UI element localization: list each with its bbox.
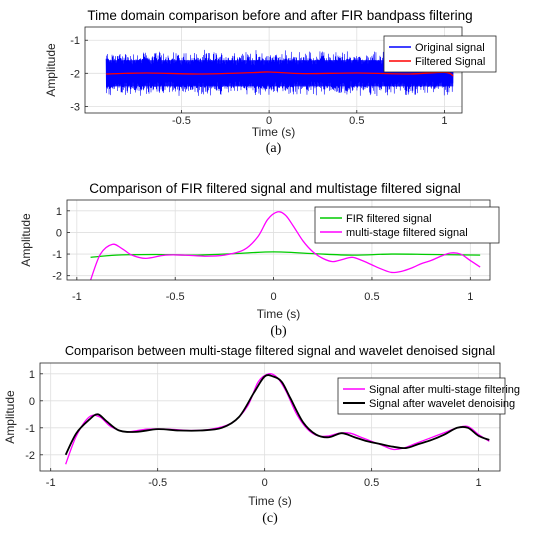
chart-panel-c: -1 -0.5 0 0.5 1 -2 -1 0 1 Comparison between mult… — [3, 343, 520, 526]
legend-box — [314, 206, 500, 244]
x-axis-label: Time (s) — [252, 125, 296, 139]
y-axis-label: Amplitude — [44, 43, 58, 97]
series-line-0 — [65, 373, 490, 465]
y-tick-label: -1 — [70, 35, 80, 47]
y-axis-label: Amplitude — [3, 390, 17, 444]
y-tick-label: -2 — [25, 450, 35, 462]
legend-entry: Filtered Signal — [415, 56, 485, 68]
legend-entry: FIR filtered signal — [346, 213, 432, 225]
x-tick-label: 0 — [271, 291, 277, 303]
series-group — [90, 211, 481, 280]
x-tick-label: -0.5 — [172, 115, 191, 127]
x-tick-label: -0.5 — [148, 477, 167, 489]
chart-title: Comparison of FIR filtered signal and mu… — [89, 181, 460, 196]
panel-caption: (b) — [270, 324, 287, 339]
y-tick-label: -1 — [25, 423, 35, 435]
x-tick-label: -1 — [72, 291, 82, 303]
series-line-1 — [90, 211, 481, 280]
series-line-0 — [90, 251, 481, 258]
legend-entry: Signal after wavelet denoising — [369, 398, 515, 410]
legend: Original signal Filtered Signal — [383, 35, 497, 73]
legend-box — [383, 35, 497, 73]
chart-panel-a: -0.5 0 0.5 1 -3 -2 -1 Time domain comparison be… — [44, 8, 497, 156]
y-tick-label: 1 — [29, 369, 35, 381]
x-tick-label: 0 — [266, 115, 272, 127]
x-axis-label: Time (s) — [248, 494, 292, 508]
chart-title: Comparison between multi-stage filtered … — [65, 343, 495, 358]
chart-panel-b: -1 -0.5 0 0.5 1 -2 -1 0 1 Comparison of FIR filte… — [19, 181, 500, 339]
x-tick-label: 0 — [262, 477, 268, 489]
axes-box — [39, 362, 501, 472]
y-tick-label: -2 — [70, 68, 80, 80]
x-tick-label: 1 — [467, 291, 473, 303]
y-tick-label: 0 — [56, 227, 62, 239]
legend-entry: multi-stage filtered signal — [346, 227, 468, 239]
panel-caption: (c) — [262, 511, 278, 526]
y-tick-label: -1 — [52, 249, 62, 261]
x-axis-label: Time (s) — [257, 307, 301, 321]
x-tick-label: -0.5 — [166, 291, 185, 303]
legend-entry: Signal after multi-stage filtering — [369, 384, 520, 396]
panel-caption: (a) — [266, 141, 282, 156]
legend-entry: Original signal — [415, 42, 485, 54]
y-tick-label: 1 — [56, 206, 62, 218]
x-tick-label: 0.5 — [349, 115, 364, 127]
y-axis-label: Amplitude — [19, 213, 33, 267]
chart-title: Time domain comparison before and after … — [87, 8, 472, 23]
legend-box — [337, 377, 506, 415]
y-tick-label: 0 — [29, 396, 35, 408]
series-line-1 — [106, 71, 454, 77]
x-tick-label: 1 — [441, 115, 447, 127]
x-tick-label: 0.5 — [364, 291, 379, 303]
y-tick-label: -2 — [52, 271, 62, 283]
x-tick-label: -1 — [46, 477, 56, 489]
x-tick-label: 0.5 — [364, 477, 379, 489]
legend: Signal after multi-stage filtering Signal… — [337, 377, 520, 415]
series-group — [64, 373, 490, 465]
x-tick-label: 1 — [476, 477, 482, 489]
y-tick-label: -3 — [70, 101, 80, 113]
series-line-1 — [64, 374, 490, 456]
legend: FIR filtered signal multi-stage filtered … — [314, 206, 500, 244]
